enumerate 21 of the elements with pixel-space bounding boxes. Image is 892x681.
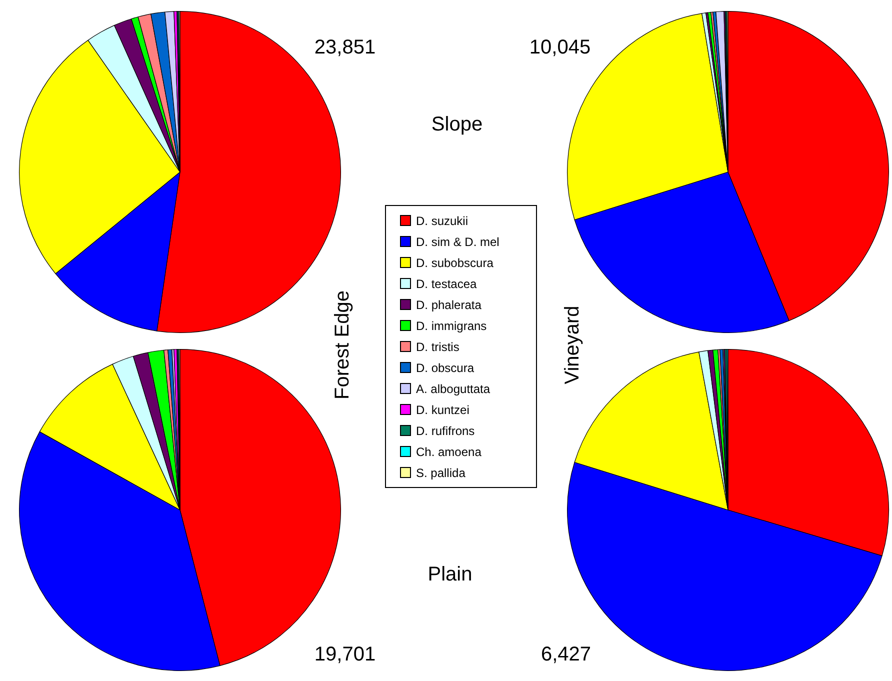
legend-label: D. phalerata [416, 298, 482, 312]
legend-label: S. pallida [416, 466, 466, 480]
legend-label: D. suzukii [416, 214, 468, 228]
text: Vineyard [562, 306, 584, 384]
legend-label: D. tristis [416, 340, 460, 354]
text: Forest Edge [332, 290, 354, 400]
legend-label: D. kuntzei [416, 402, 470, 416]
text: 6,427 [540, 644, 592, 666]
text: Plain [428, 564, 472, 586]
legend-label: D. obscura [416, 360, 474, 374]
text: 19,701 [314, 644, 376, 666]
legend-label: A. alboguttata [416, 382, 490, 396]
text: 10,045 [529, 36, 591, 60]
legend-label: D. subobscura [416, 256, 494, 270]
legend-label: Ch. amoena [416, 444, 482, 458]
text: 23,851 [314, 36, 376, 60]
text: Slope [431, 114, 483, 136]
legend-label: D. testacea [416, 276, 477, 290]
legend-label: D. sim & D. mel [416, 234, 500, 248]
legend-label: D. rufifrons [416, 424, 475, 438]
legend-label: D. immigrans [416, 318, 487, 332]
